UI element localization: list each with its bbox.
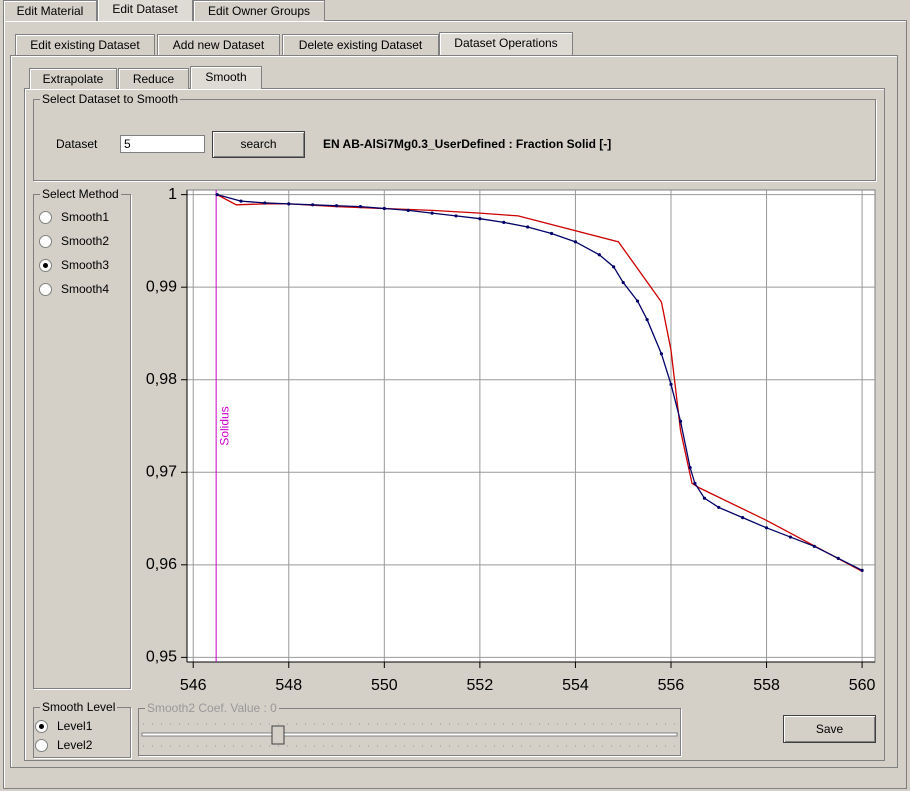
x-tick-label: 558 — [753, 677, 780, 694]
dataset-group: Select Dataset to Smooth — [33, 92, 876, 181]
radio-button[interactable] — [39, 283, 52, 296]
radio-button[interactable] — [35, 739, 48, 752]
data-point — [764, 526, 769, 530]
data-point — [612, 265, 616, 269]
dataset-label: Dataset — [56, 137, 98, 151]
data-point — [406, 208, 410, 212]
tab[interactable]: Edit Owner Groups — [193, 0, 325, 21]
data-point — [454, 214, 458, 218]
data-point — [478, 217, 482, 221]
y-tick-label: 0,98 — [146, 371, 177, 388]
group-title: Smooth Level — [40, 700, 118, 714]
x-tick-label: 546 — [180, 677, 207, 694]
main-panel — [3, 20, 907, 789]
data-point — [788, 535, 793, 539]
data-point — [549, 231, 554, 236]
radio-label[interactable]: Smooth4 — [61, 282, 110, 296]
tab[interactable]: Reduce — [118, 68, 189, 89]
plot-area — [186, 189, 876, 663]
series-line — [216, 194, 863, 571]
tab[interactable]: Add new Dataset — [157, 34, 280, 55]
dataset-input[interactable]: 5 — [120, 135, 205, 153]
data-point — [702, 496, 707, 500]
data-point — [573, 240, 578, 244]
tab[interactable]: Edit existing Dataset — [15, 34, 155, 55]
slider-label: Smooth2 Coef. Value : 0 — [145, 701, 279, 715]
data-point — [812, 544, 816, 548]
data-point — [678, 419, 683, 423]
ops-panel — [10, 55, 898, 768]
data-point — [334, 204, 339, 208]
slider-group: Smooth2 Coef. Value : 0 — [138, 701, 681, 756]
slider[interactable] — [140, 716, 678, 752]
data-point — [693, 481, 697, 485]
data-point — [688, 466, 692, 470]
data-point — [382, 206, 386, 211]
data-point — [287, 202, 291, 206]
radio-label[interactable]: Level1 — [57, 719, 93, 733]
group-title: Select Dataset to Smooth — [40, 92, 181, 106]
radio-label[interactable]: Smooth1 — [61, 210, 110, 224]
x-tick-label: 550 — [371, 677, 398, 694]
data-point — [215, 193, 219, 197]
data-point — [311, 203, 315, 207]
y-tick-label: 0,97 — [146, 463, 177, 480]
chart: 546 548 550 552 554 556 558 560 0,95 0,96 0,97 0,98… — [146, 186, 876, 694]
data-point — [645, 317, 649, 322]
tab[interactable]: Dataset Operations — [439, 32, 573, 55]
tab[interactable]: Edit Dataset — [97, 0, 193, 21]
radio-label[interactable]: Level2 — [57, 738, 93, 752]
data-point — [502, 220, 506, 224]
radio-button[interactable] — [39, 235, 52, 248]
data-point — [669, 382, 673, 386]
y-tick-label: 0,96 — [146, 556, 177, 573]
data-point — [860, 568, 864, 572]
method-group: Select Method — [33, 187, 131, 689]
save-button[interactable]: Save — [783, 715, 876, 743]
data-point — [659, 352, 664, 356]
smooth-panel — [24, 88, 885, 761]
data-point — [836, 556, 840, 560]
x-tick-label: 560 — [849, 677, 876, 694]
x-tick-label: 552 — [467, 677, 494, 694]
group-title: Select Method — [40, 187, 121, 201]
x-tick-label: 554 — [562, 677, 589, 694]
x-tick-label: 556 — [658, 677, 685, 694]
data-point — [597, 253, 601, 257]
y-tick-label: 0,99 — [146, 278, 177, 295]
search-button[interactable]: search — [212, 131, 305, 158]
data-point — [741, 516, 745, 520]
data-point — [263, 201, 267, 205]
data-point — [621, 280, 625, 285]
y-tick-label: 1 — [168, 186, 177, 203]
radio-label[interactable]: Smooth2 — [61, 234, 110, 248]
data-point — [358, 205, 363, 209]
level-group: Smooth Level — [33, 700, 131, 758]
radio-button[interactable] — [35, 720, 48, 733]
tab[interactable]: Extrapolate — [29, 68, 117, 89]
data-point — [239, 199, 243, 203]
tab[interactable]: Edit Material — [3, 0, 97, 21]
tab[interactable]: Delete existing Dataset — [282, 34, 439, 55]
radio-button[interactable] — [39, 211, 52, 224]
y-tick-label: 0,95 — [146, 649, 177, 666]
annotation-label: Solidus — [217, 406, 231, 445]
radio-button[interactable] — [39, 259, 52, 272]
data-point — [717, 505, 721, 510]
x-tick-label: 548 — [275, 677, 302, 694]
tab[interactable]: Smooth — [190, 66, 262, 89]
data-point — [430, 211, 434, 215]
data-point — [635, 299, 640, 303]
radio-label[interactable]: Smooth3 — [61, 258, 110, 272]
dataset-description: EN AB-AlSi7Mg0.3_UserDefined : Fraction … — [323, 137, 612, 151]
data-point — [526, 225, 530, 229]
